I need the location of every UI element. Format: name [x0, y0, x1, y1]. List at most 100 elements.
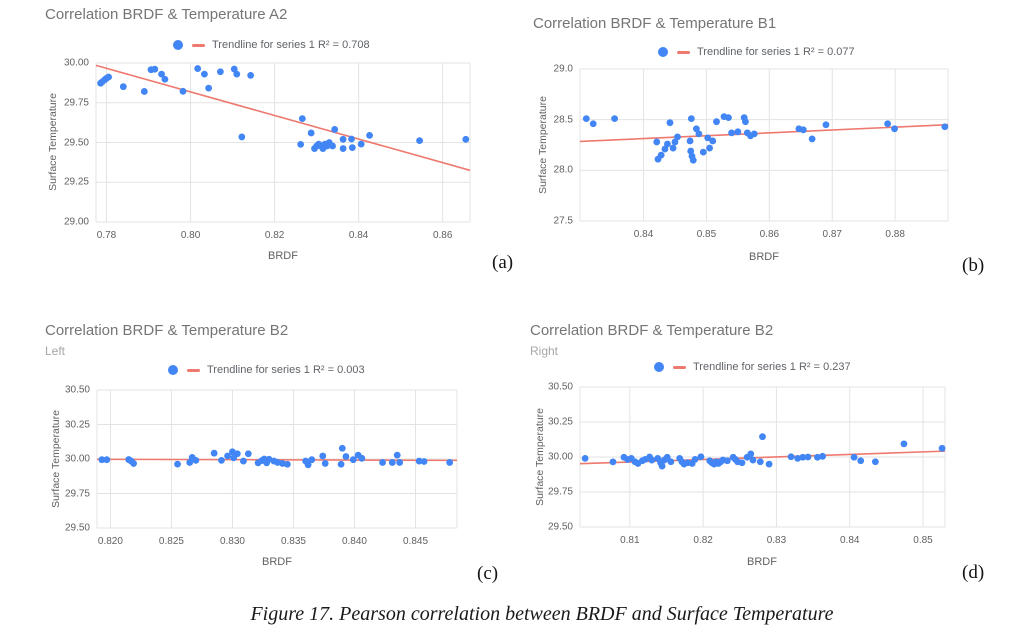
- x-tick-label: 0.845: [402, 536, 429, 547]
- scatter-point: [794, 455, 802, 462]
- x-axis-title: BRDF: [749, 251, 779, 263]
- scatter-point: [765, 460, 773, 468]
- scatter-point: [151, 65, 159, 73]
- series-dot-icon: [173, 40, 183, 50]
- scatter-point: [589, 120, 597, 128]
- y-tick-label: 30.25: [64, 419, 90, 430]
- y-tick-label: 29.50: [547, 521, 573, 533]
- x-tick-label: 0.840: [341, 536, 367, 547]
- scatter-point: [415, 457, 423, 465]
- panel-label-c: (c): [477, 563, 499, 584]
- x-tick-label: 0.85: [696, 229, 717, 240]
- scatter-point: [699, 148, 707, 156]
- scatter-point: [230, 65, 238, 73]
- scatter-point: [304, 461, 312, 469]
- y-tick-label: 29.75: [547, 486, 573, 498]
- chart-subtitle: Right: [530, 344, 559, 358]
- x-tick-label: 0.82: [693, 535, 713, 546]
- scatter-point: [307, 129, 315, 137]
- scatter-point: [884, 120, 892, 128]
- x-axis-title: BRDF: [747, 556, 777, 568]
- scatter-point: [366, 131, 373, 139]
- panel-label-a: (a): [492, 252, 514, 273]
- chart-legend: Trendline for series 1 R² = 0.708: [173, 39, 370, 51]
- trendline-dash-icon: [192, 43, 205, 47]
- scatter-point: [210, 449, 218, 457]
- scatter-point: [319, 452, 327, 460]
- scatter-point: [339, 145, 347, 152]
- x-tick-label: 0.820: [97, 536, 123, 547]
- scatter-point: [140, 88, 148, 95]
- scatter-point: [393, 451, 401, 459]
- scatter-point: [857, 457, 865, 465]
- scatter-point: [664, 140, 671, 148]
- x-tick-label: 0.82: [264, 230, 285, 241]
- x-tick-label: 0.830: [219, 536, 245, 547]
- scatter-point: [609, 458, 617, 466]
- x-tick-label: 0.78: [96, 230, 117, 241]
- scatter-point: [119, 83, 127, 91]
- scatter-point: [728, 129, 736, 137]
- scatter-point: [329, 142, 336, 150]
- scatter-point: [446, 459, 454, 466]
- scatter-point: [420, 458, 428, 465]
- scatter-point: [799, 453, 807, 461]
- trendline-dash-icon: [673, 365, 686, 369]
- y-tick-label: 28.5: [553, 114, 573, 126]
- scatter-point: [674, 133, 681, 141]
- trendline: [579, 123, 949, 143]
- scatter-point: [750, 130, 758, 138]
- plot-area: [579, 68, 949, 222]
- scatter-point: [348, 144, 356, 151]
- scatter-point: [850, 453, 858, 461]
- y-tick-label: 30.00: [63, 57, 89, 69]
- scatter-point: [756, 458, 764, 466]
- scatter-point: [814, 453, 821, 461]
- scatter-point: [671, 138, 679, 146]
- scatter-point: [725, 114, 732, 122]
- scatter-point: [339, 135, 347, 143]
- scatter-point: [194, 65, 202, 72]
- y-tick-label: 30.50: [547, 381, 573, 393]
- y-tick-label: 29.0: [553, 63, 573, 75]
- y-tick-label: 29.00: [63, 216, 89, 228]
- scatter-point: [669, 144, 677, 152]
- scatter-point: [734, 128, 742, 136]
- scatter-point: [358, 454, 366, 462]
- scatter-point: [161, 75, 169, 83]
- y-tick-label: 30.00: [547, 451, 573, 463]
- scatter-point: [216, 68, 224, 76]
- scatter-point: [804, 453, 812, 461]
- scatter-point: [186, 459, 194, 466]
- scatter-point: [205, 84, 213, 92]
- scatter-point: [103, 456, 111, 464]
- x-axis-title: BRDF: [268, 250, 298, 262]
- y-axis-title: Surface Temperature: [537, 96, 549, 194]
- y-tick-label: 29.75: [63, 97, 89, 109]
- scatter-point: [348, 135, 355, 143]
- scatter-point: [357, 140, 365, 148]
- y-tick-label: 29.75: [64, 488, 90, 499]
- plot-area: [579, 386, 946, 528]
- scatter-point: [938, 444, 946, 452]
- scatter-point: [749, 456, 757, 464]
- scatter-point: [218, 456, 225, 464]
- scatter-point: [666, 119, 674, 127]
- scatter-point: [247, 72, 255, 79]
- scatter-point: [808, 135, 816, 143]
- legend-label: Trendline for series 1 R² = 0.003: [207, 364, 365, 376]
- panel-label-d: (d): [962, 562, 985, 583]
- legend-label: Trendline for series 1 R² = 0.237: [693, 361, 851, 373]
- trendline-dash-icon: [187, 368, 200, 372]
- scatter-point: [337, 460, 345, 468]
- x-tick-label: 0.84: [839, 535, 860, 546]
- x-tick-label: 0.81: [620, 535, 640, 546]
- scatter-point: [462, 135, 470, 143]
- scatter-point: [799, 126, 807, 134]
- chart-subtitle: Left: [45, 344, 66, 358]
- scatter-point: [283, 460, 291, 468]
- scatter-point: [658, 462, 666, 470]
- scatter-point: [713, 118, 720, 126]
- scatter-point: [687, 115, 695, 123]
- chart-title: Correlation BRDF & Temperature A2: [45, 6, 288, 23]
